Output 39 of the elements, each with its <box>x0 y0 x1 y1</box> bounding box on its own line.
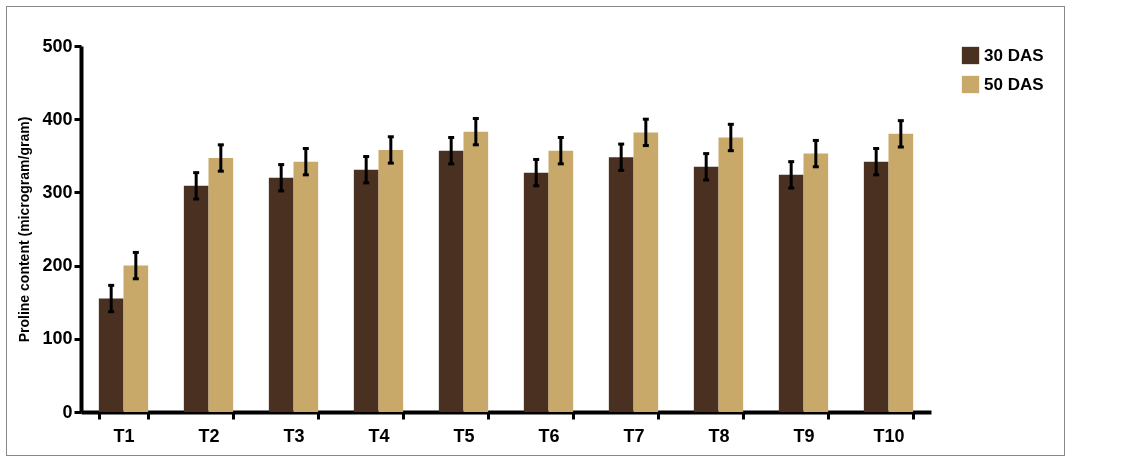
x-tick-label: T9 <box>793 425 815 446</box>
bar <box>353 169 379 412</box>
legend-label: 50 DAS <box>984 74 1044 94</box>
y-axis-title: Proline content (microgram/gram) <box>16 116 33 343</box>
x-tick-label: T5 <box>453 425 475 446</box>
x-tick-label: T6 <box>538 425 560 446</box>
bar <box>523 172 549 412</box>
bar <box>293 161 319 412</box>
x-tick-label: T3 <box>283 425 305 446</box>
bar <box>608 157 634 412</box>
bar <box>123 265 149 412</box>
bar <box>268 177 294 412</box>
x-tick-label: T8 <box>708 425 730 446</box>
bar <box>693 166 719 412</box>
bar <box>438 150 464 412</box>
y-tick-label: 200 <box>42 255 73 276</box>
bar <box>633 132 659 412</box>
bar <box>98 298 124 412</box>
bar <box>778 174 804 412</box>
x-tick-label: T2 <box>198 425 220 446</box>
bar <box>463 131 489 412</box>
y-tick-label: 100 <box>42 328 73 349</box>
bar <box>718 137 744 412</box>
bar <box>548 150 574 412</box>
bar <box>378 149 404 412</box>
y-tick-label: 400 <box>42 108 73 129</box>
bar <box>803 153 829 412</box>
x-tick-label: T4 <box>368 425 390 446</box>
x-tick-label: T1 <box>113 425 135 446</box>
x-tick-label: T7 <box>623 425 645 446</box>
y-tick-label: 500 <box>42 35 73 56</box>
y-tick-label: 300 <box>42 181 73 202</box>
bar <box>183 185 209 412</box>
bar <box>863 161 889 412</box>
x-tick-label: T10 <box>873 425 905 446</box>
legend-label: 30 DAS <box>984 45 1044 65</box>
bar <box>888 133 914 412</box>
bar <box>208 158 234 412</box>
y-tick-label: 0 <box>62 401 73 422</box>
